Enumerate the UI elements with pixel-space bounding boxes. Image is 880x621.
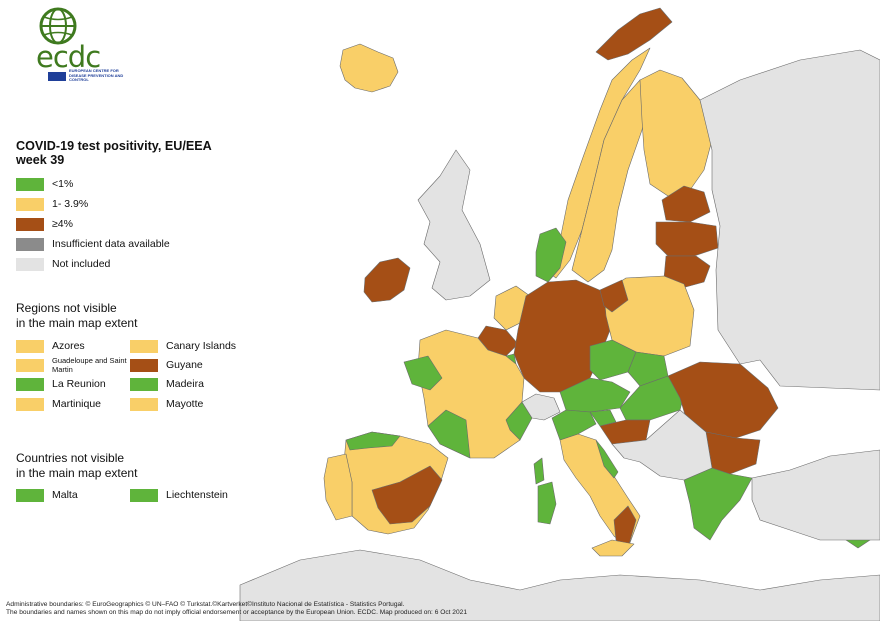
legend-swatch <box>130 378 158 391</box>
regions-title-line1: Regions not visible <box>16 301 117 315</box>
footer-line2: The boundaries and names shown on this m… <box>6 609 467 616</box>
legend-label: Insufficient data available <box>52 238 170 250</box>
map-region-estonia <box>661 185 711 223</box>
map-region-iceland <box>339 43 399 93</box>
map-region-italy-south <box>613 505 637 549</box>
legend-swatch <box>16 258 44 271</box>
countries-title-line2: in the main map extent <box>16 466 138 480</box>
map-region-ireland <box>363 257 411 303</box>
region-label: Guadeloupe and Saint Martin <box>52 356 127 374</box>
region-label: La Reunion <box>52 378 106 390</box>
map-region-romania <box>667 361 779 439</box>
map-region-sicily <box>591 539 635 557</box>
region-label: Guyane <box>166 359 203 371</box>
map-region-france-west <box>403 355 443 391</box>
map-region-spain-north <box>345 431 401 451</box>
legend-title-line1: COVID-19 test positivity, EU/EEA <box>16 139 212 153</box>
map-region-poland-west <box>599 279 629 313</box>
attribution-footer: Administrative boundaries: © EuroGeograp… <box>6 601 467 617</box>
logo-text: ecdc <box>36 40 101 74</box>
legend-swatch <box>16 198 44 211</box>
map-region-norway <box>544 47 651 279</box>
map-region-france-south-east <box>505 401 533 441</box>
map-region-north-africa <box>239 549 880 621</box>
map-region-greece <box>683 467 753 541</box>
map-region-corsica <box>533 457 545 485</box>
regions-section-title: Regions not visible in the main map exte… <box>16 301 137 331</box>
legend-label: 1- 3.9% <box>52 198 89 210</box>
map-region-united-kingdom <box>417 149 491 301</box>
legend-label: <1% <box>52 178 74 190</box>
legend-swatch <box>16 340 44 353</box>
countries-title-line1: Countries not visible <box>16 451 125 465</box>
footer-line1: Administrative boundaries: © EuroGeograp… <box>6 601 405 608</box>
legend-swatch <box>130 340 158 353</box>
map-region-eastern-europe <box>699 49 880 391</box>
legend-swatch <box>16 218 44 231</box>
region-label: Canary Islands <box>166 340 237 352</box>
region-label: Madeira <box>166 378 204 390</box>
legend-swatch <box>130 489 158 502</box>
legend-swatch <box>16 359 44 372</box>
legend-swatch <box>130 398 158 411</box>
map-region-portugal <box>323 453 353 521</box>
country-label: Liechtenstein <box>166 489 228 501</box>
globe-icon <box>39 7 77 45</box>
map-region-turkey <box>751 449 880 541</box>
country-label: Malta <box>52 489 78 501</box>
map-region-slovakia <box>627 351 669 387</box>
ecdc-logo: ecdc European Centre for Disease Prevent… <box>14 6 123 86</box>
countries-section-title: Countries not visible in the main map ex… <box>16 451 137 481</box>
map-region-denmark <box>535 227 567 283</box>
map-region-italy-north <box>551 409 597 441</box>
map-region-finland <box>639 69 713 197</box>
map-region-norway-north <box>595 7 673 61</box>
legend-title-line2: week 39 <box>16 153 65 167</box>
legend-swatch <box>16 238 44 251</box>
legend-swatch <box>16 178 44 191</box>
legend-swatch <box>16 489 44 502</box>
legend-swatch <box>16 398 44 411</box>
region-label: Azores <box>52 340 85 352</box>
map-region-italy-east <box>595 439 619 479</box>
eu-flag-icon <box>48 72 66 81</box>
map-region-spain-centre <box>371 465 443 525</box>
map-region-sardinia <box>537 481 557 525</box>
map-region-france-south-west <box>427 409 471 459</box>
logo-subtitle: European Centre for Disease Prevention a… <box>69 68 124 83</box>
map-region-latvia <box>655 221 719 257</box>
legend-swatch <box>130 359 158 372</box>
region-label: Martinique <box>52 398 102 410</box>
legend-label: Not included <box>52 258 111 270</box>
map-region-balkans <box>611 409 713 481</box>
map-region-switzerland <box>521 393 561 421</box>
legend-swatch <box>16 378 44 391</box>
region-label: Mayotte <box>166 398 204 410</box>
legend-label: ≥4% <box>52 218 73 230</box>
regions-title-line2: in the main map extent <box>16 316 138 330</box>
legend-title: COVID-19 test positivity, EU/EEA week 39 <box>16 139 246 167</box>
